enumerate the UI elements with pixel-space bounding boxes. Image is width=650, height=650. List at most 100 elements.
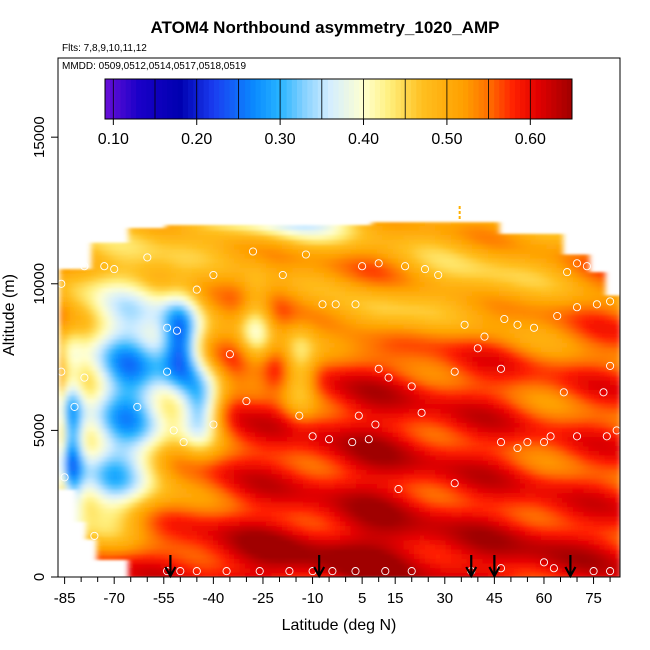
sample-point [572, 303, 582, 312]
flights-subtitle: Flts: 7,8,9,10,11,12 [62, 43, 147, 54]
x-tick-label: 30 [436, 590, 453, 607]
sample-point [450, 367, 459, 376]
sample-point [384, 373, 393, 382]
sample-point [582, 262, 591, 271]
sample-point [606, 297, 615, 306]
sample-point [192, 567, 201, 576]
sample-point [407, 382, 416, 391]
sample-point [80, 262, 89, 271]
sample-point [374, 364, 383, 373]
sample-point [110, 265, 119, 274]
sample-point [572, 432, 582, 441]
sample-point [278, 270, 287, 280]
x-axis: -85 -70 -55 -40 -25 -10 5 15 30 45 60 75 [54, 577, 611, 607]
colorbar-tick-label: 0.40 [348, 131, 379, 148]
sample-point [133, 402, 142, 411]
colorbar-tick-label: 0.20 [181, 131, 212, 148]
x-tick-label: -55 [153, 590, 175, 607]
sample-point [351, 567, 360, 576]
x-axis-label: Latitude (deg N) [282, 617, 397, 634]
sample-point [434, 270, 443, 280]
profile-marker-arrow [488, 555, 501, 579]
sample-point [496, 438, 506, 447]
sample-point [606, 567, 615, 576]
colorbar: 0.10 0.20 0.30 0.40 0.50 0.60 [98, 78, 573, 148]
profile-marker-arrow [564, 555, 577, 579]
colorbar-tick-label: 0.60 [515, 131, 546, 148]
sample-point [172, 326, 182, 335]
y-tick-label: 10000 [31, 263, 48, 305]
profile-marker-arrow [313, 555, 326, 579]
y-tick-label: 15000 [31, 116, 48, 158]
sample-point [222, 567, 231, 576]
sample-point [539, 438, 549, 447]
sample-point [351, 300, 360, 309]
sample-point [242, 397, 251, 406]
x-tick-label: -40 [203, 590, 225, 607]
sample-point [374, 259, 383, 268]
sample-point [163, 367, 172, 376]
sample-points-layer [57, 247, 621, 576]
sample-point [460, 320, 469, 329]
x-tick-label: -70 [103, 590, 125, 607]
sample-point [559, 388, 568, 397]
heatmap-layer [59, 222, 620, 577]
sample-point [100, 262, 109, 271]
x-tick-label: 45 [486, 590, 503, 607]
x-tick-label: 60 [536, 590, 553, 607]
dates-subtitle: MMDD: 0509,0512,0514,0517,0518,0519 [62, 61, 247, 72]
sample-point [496, 364, 506, 373]
sample-point [417, 408, 426, 417]
x-tick-label: 15 [387, 590, 404, 607]
sample-point [480, 332, 489, 341]
x-tick-label: 5 [358, 590, 366, 607]
profile-marker-arrow [164, 555, 177, 579]
sample-point [563, 268, 572, 277]
sample-point [513, 443, 522, 453]
sample-point [546, 432, 555, 441]
sample-point [589, 567, 598, 576]
sample-point [572, 259, 582, 268]
sample-point [602, 432, 611, 441]
sample-point [285, 567, 294, 576]
sample-point [523, 438, 532, 447]
sample-point [364, 435, 373, 444]
x-tick-label: -85 [54, 590, 76, 607]
sample-point [308, 432, 317, 441]
y-tick-label: 5000 [31, 414, 48, 447]
sample-point [90, 531, 99, 540]
sample-point [325, 435, 334, 444]
sample-point [318, 300, 327, 309]
sample-point [529, 323, 539, 332]
sample-point [255, 567, 264, 576]
sample-point [606, 361, 615, 370]
sample-point [209, 270, 218, 280]
sample-point [354, 411, 363, 420]
sample-point [192, 285, 201, 294]
sample-point [371, 420, 380, 429]
sample-point [248, 247, 258, 256]
sample-point [60, 473, 69, 482]
sample-point [553, 311, 562, 321]
profile-markers-layer [164, 206, 577, 579]
y-axis-label: Altitude (m) [1, 274, 18, 356]
x-tick-label: -25 [252, 590, 274, 607]
x-tick-label: 75 [585, 590, 602, 607]
sample-point [169, 426, 178, 435]
sample-point [67, 259, 76, 268]
y-tick-label: 0 [31, 573, 48, 581]
sample-point [539, 558, 549, 567]
sample-point [381, 567, 390, 576]
sample-point [80, 373, 89, 382]
sample-point [496, 564, 506, 573]
colorbar-tick-label: 0.30 [265, 131, 296, 148]
sample-point [549, 564, 558, 573]
plot-frame [57, 57, 621, 578]
sample-point [599, 388, 608, 397]
sample-point [179, 438, 188, 447]
colorbar-tick-label: 0.10 [98, 131, 129, 148]
sample-point [163, 323, 172, 332]
profile-marker-arrow [465, 555, 478, 579]
